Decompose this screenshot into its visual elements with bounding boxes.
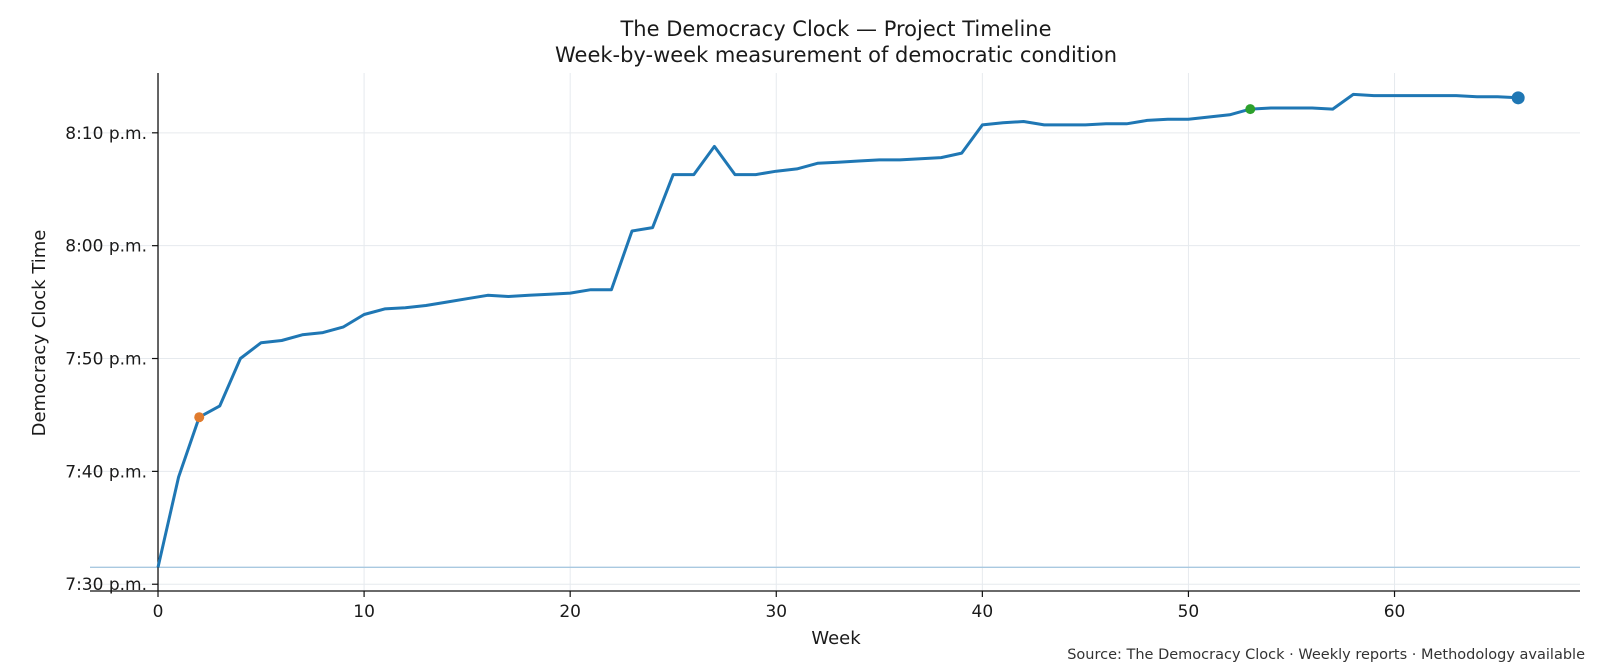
y-axis-ticks: 7:30 p.m. 7:40 p.m. 7:50 p.m. 8:00 p.m. 8:10… [65, 124, 159, 595]
x-axis-label: Week [811, 628, 861, 649]
axes [90, 73, 1580, 592]
source-note: Source: The Democracy Clock · Weekly rep… [1067, 647, 1585, 663]
x-tick-label-5: 50 [1178, 602, 1200, 622]
y-tick-label-0: 7:30 p.m. [65, 575, 147, 595]
highlight-marker-1 [1245, 104, 1256, 115]
highlight-markers [194, 91, 1525, 423]
x-tick-label-2: 20 [559, 602, 581, 622]
chart-subtitle: Week-by-week measurement of democratic c… [555, 43, 1117, 67]
highlight-marker-2 [1511, 91, 1525, 105]
y-tick-label-1: 7:40 p.m. [65, 462, 147, 482]
chart-title: The Democracy Clock — Project Timeline [619, 17, 1051, 41]
y-tick-label-2: 7:50 p.m. [65, 350, 147, 370]
grid-lines [90, 73, 1580, 591]
highlight-marker-0 [194, 412, 205, 423]
x-tick-label-6: 60 [1384, 602, 1406, 622]
x-tick-label-1: 10 [353, 602, 375, 622]
x-tick-label-0: 0 [153, 602, 164, 622]
x-tick-label-3: 30 [765, 602, 787, 622]
x-axis-ticks: 0 10 20 30 40 50 60 [153, 591, 1406, 622]
y-tick-label-4: 8:10 p.m. [65, 124, 147, 144]
series-line [156, 92, 1519, 568]
y-axis-label: Democracy Clock Time [29, 230, 50, 437]
y-tick-label-3: 8:00 p.m. [65, 237, 147, 257]
x-tick-label-4: 40 [972, 602, 994, 622]
